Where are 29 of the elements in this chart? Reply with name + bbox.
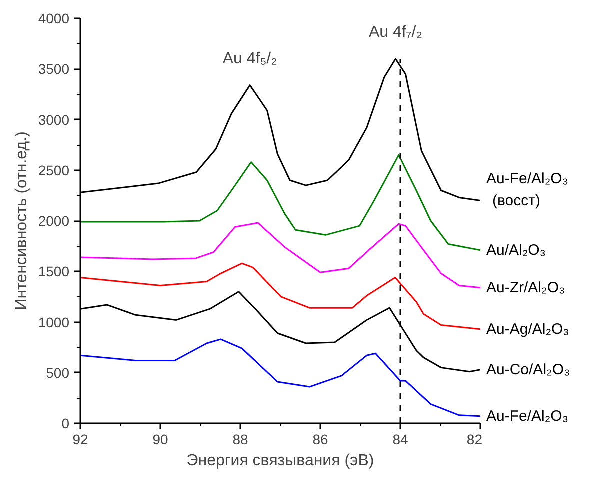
x-tick-label: 92 [72, 432, 88, 448]
y-tick-label: 500 [46, 364, 70, 381]
y-tick-label: 3500 [38, 61, 70, 78]
y-tick-label: 2500 [38, 162, 70, 178]
x-axis-title: Энергия связывания (эВ) [186, 452, 374, 470]
series-label: Au/Al₂O₃ [486, 242, 546, 259]
line-series [80, 222, 480, 289]
series-label: Au-Zr/Al₂O₃ [486, 279, 566, 296]
line-series [80, 154, 480, 252]
annotation: Au 4f₅/₂ [222, 50, 278, 68]
x-tick-label: 84 [392, 432, 408, 448]
y-axis-title: Интенсивность (отн.ед.) [13, 132, 30, 310]
annotation: Au 4f₇/₂ [368, 24, 422, 41]
x-tick-label: 86 [312, 432, 328, 448]
y-tick-label: 2000 [38, 213, 70, 229]
x-tick-label: 90 [152, 432, 168, 448]
y-tick-label: 0 [62, 416, 70, 432]
x-tick-label: 88 [232, 432, 248, 448]
line-series [80, 262, 480, 330]
line-series [80, 338, 480, 418]
series-label: Au-Fe/Al₂O₃ (восст) [486, 170, 568, 210]
y-tick-label: 1500 [38, 264, 70, 280]
series-label: Au-Ag/Al₂O₃ [486, 320, 570, 338]
series-label: Au-Co/Al₂O₃ [486, 361, 570, 378]
x-tick-label: 82 [466, 432, 483, 448]
y-tick-label: 4000 [38, 10, 70, 26]
y-tick-label: 3000 [38, 112, 70, 128]
series-label: Au-Fe/Al₂O₃ [486, 408, 568, 425]
y-tick-label: 1000 [38, 314, 70, 330]
